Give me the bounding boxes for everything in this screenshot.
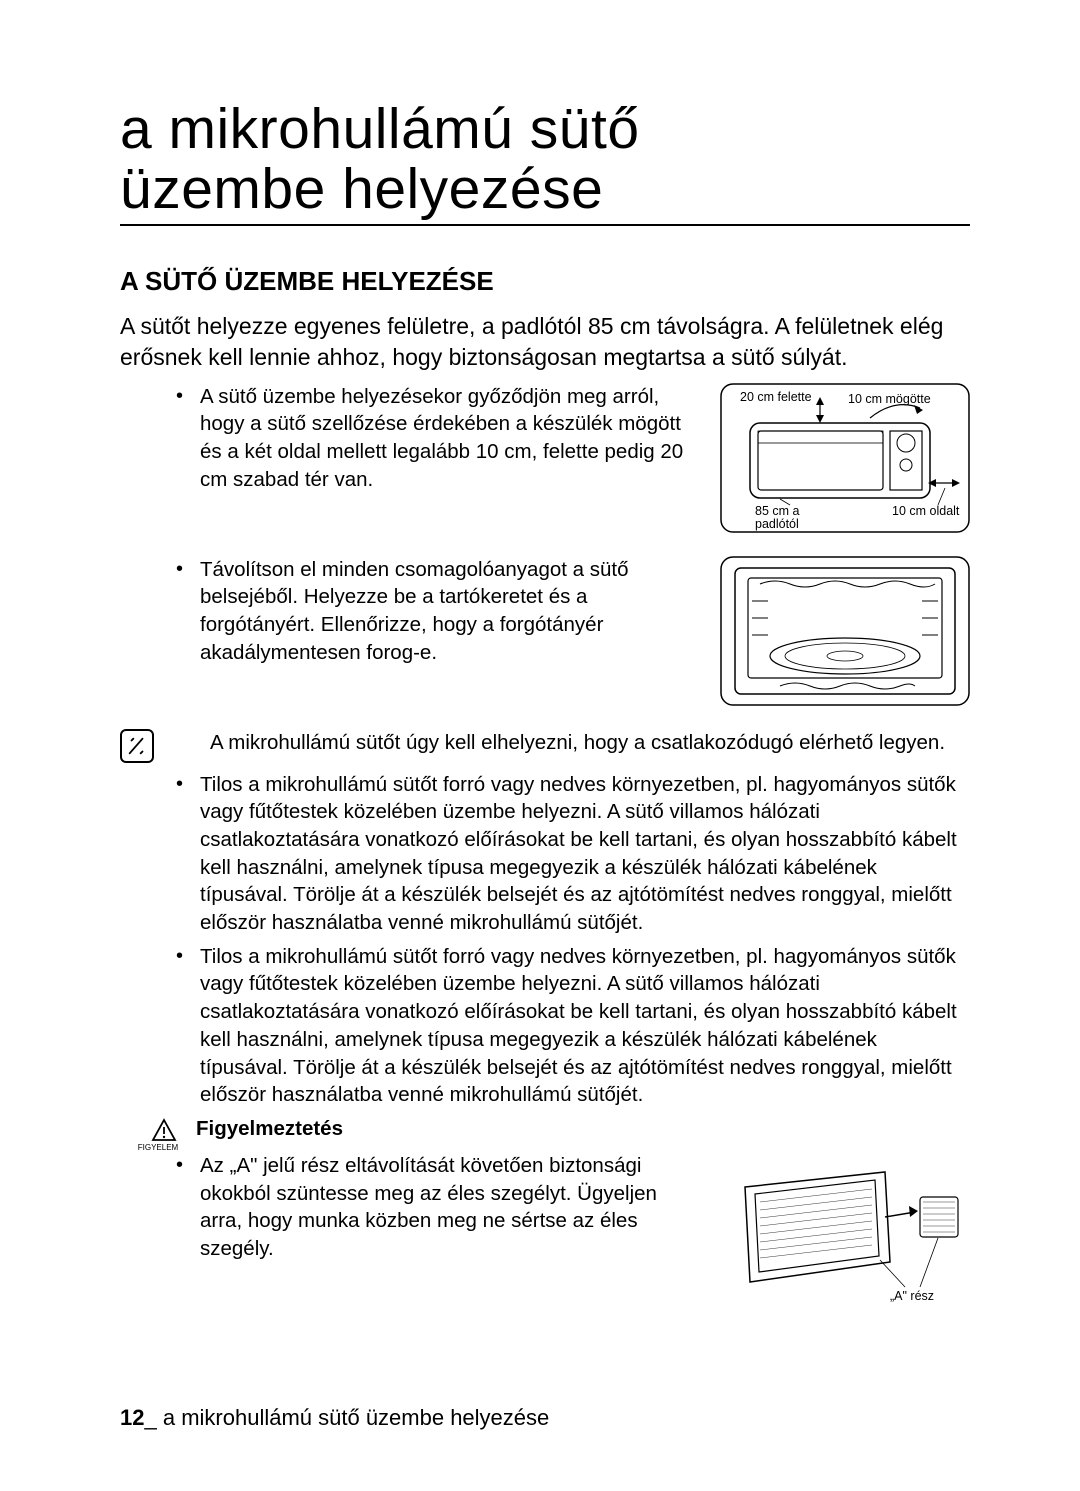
bullet-warning-a: Az „A" jelű rész eltávolítását követően … [176, 1152, 702, 1263]
label-a-part: „A" rész [890, 1289, 934, 1302]
title-line-1: a mikrohullámú sütő [120, 97, 640, 161]
note-row: A mikrohullámú sütőt úgy kell elhelyezni… [120, 729, 970, 763]
warning-small-label: FIGYELEM [134, 1143, 182, 1152]
bullet-electrical-1: Tilos a mikrohullámú sütőt forró vagy ne… [176, 771, 970, 937]
row-interior: Távolítson el minden csomagolóanyagot a … [120, 556, 970, 711]
row-warning: Az „A" jelű rész eltávolítását követően … [120, 1152, 970, 1307]
footer-separator: _ [144, 1405, 162, 1430]
label-behind: 10 cm mögötte [848, 392, 931, 406]
warning-title: Figyelmeztetés [196, 1117, 343, 1141]
page-footer: 12_ a mikrohullámú sütő üzembe helyezése [120, 1405, 549, 1431]
bullet-clearance: A sütő üzembe helyezésekor győződjön meg… [176, 383, 702, 494]
warning-header: FIGYELEM Figyelmeztetés [120, 1117, 970, 1152]
footer-text: a mikrohullámú sütő üzembe helyezése [163, 1405, 549, 1430]
bullet-electrical-2: Tilos a mikrohullámú sütőt forró vagy ne… [176, 943, 970, 1109]
intro-paragraph: A sütőt helyezze egyenes felületre, a pa… [120, 311, 970, 373]
note-text: A mikrohullámú sütőt úgy kell elhelyezni… [172, 729, 945, 757]
label-top: 20 cm felette [740, 390, 812, 404]
note-icon [120, 729, 154, 763]
bullet-packaging: Távolítson el minden csomagolóanyagot a … [176, 556, 702, 667]
footer-page-number: 12 [120, 1405, 144, 1430]
diagram-clearance: 20 cm felette 10 cm mögötte 10 cm oldalt… [720, 383, 970, 533]
label-side: 10 cm oldalt [892, 504, 960, 518]
warning-icon [151, 1117, 177, 1143]
section-heading: A SÜTŐ ÜZEMBE HELYEZÉSE [120, 266, 970, 297]
diagram-a-part: „A" rész [720, 1152, 970, 1302]
page-title: a mikrohullámú sütő üzembe helyezése [120, 100, 970, 226]
diagram-interior [720, 556, 970, 706]
title-line-2: üzembe helyezése [120, 157, 603, 221]
label-floor-2: padlótól [755, 517, 799, 531]
row-clearance: A sütő üzembe helyezésekor győződjön meg… [120, 383, 970, 538]
label-floor-1: 85 cm a [755, 504, 800, 518]
bullets-electrical: Tilos a mikrohullámú sütőt forró vagy ne… [120, 771, 970, 1109]
